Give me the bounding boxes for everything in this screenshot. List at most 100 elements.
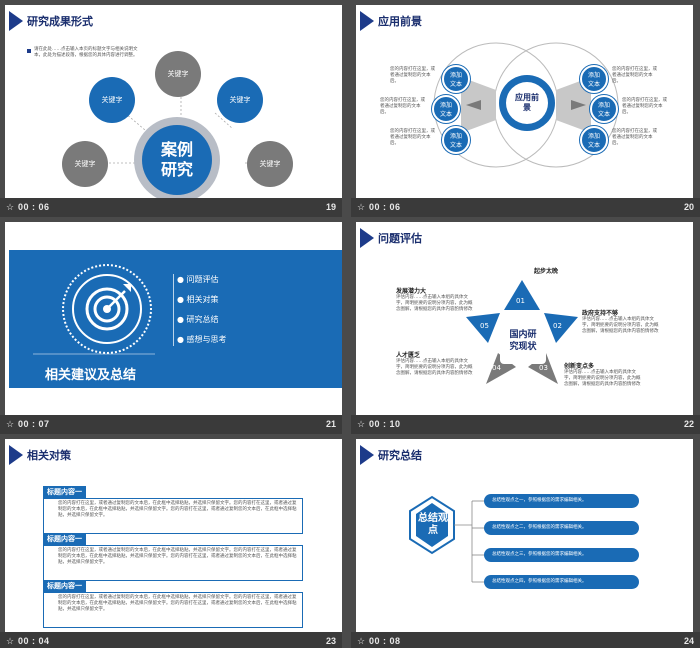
add-text-circle-6[interactable]: 添加文本 [580, 126, 608, 154]
block-3[interactable]: 标题内容一 您的内容打在这里，或者通过复制您的文本后，在此框中选择粘贴，并选择只… [43, 573, 303, 628]
desc-right-1: 您的内容打在这里，或者通过复制您的文本后。 [612, 67, 657, 84]
desc-right-2: 您的内容打在这里，或者通过复制您的文本后。 [622, 98, 667, 115]
point-desc-3: 评估内容……点击输入本组的具体文字，简明扼要的说明分项内容，此为概念图解，请根据… [564, 370, 641, 387]
point-num-2: 02 [553, 322, 562, 330]
title-triangle-icon [360, 228, 374, 248]
bullet-dot-icon: ● [177, 295, 187, 304]
block-heading: 标题内容一 [43, 580, 86, 592]
summary-item-3[interactable]: 总结性观点之三，参照根据您的需求编辑相关。 [484, 548, 639, 562]
point-num-4: 04 [492, 364, 501, 372]
block-2[interactable]: 标题内容一 您的内容打在这里，或者通过复制您的文本后，在此框中选择粘贴，并选择只… [43, 526, 303, 581]
menu-item-4[interactable]: ● 感想与思考 [177, 334, 227, 345]
add-text-circle-3[interactable]: 添加文本 [442, 126, 470, 154]
bullet-dot-icon: ● [177, 275, 187, 284]
block-1[interactable]: 标题内容一 您的内容打在这里，或者通过复制您的文本后，在此框中选择粘贴，并选择只… [43, 479, 303, 534]
title-triangle-icon [9, 445, 23, 465]
star-icon[interactable]: ☆ [357, 202, 366, 212]
slide-22[interactable]: 问题评估 国内研究现状 01 02 03 04 05 起步太晚 政府支持不够 评… [356, 222, 693, 415]
desc-left-1: 您的内容打在这里，或者通过复制您的文本后。 [390, 67, 435, 84]
section-title: 相关建议及总结 [45, 368, 137, 383]
keyword-circle-5[interactable]: 关键字 [247, 141, 293, 187]
add-text-circle-2[interactable]: 添加文本 [432, 95, 460, 123]
star-icon[interactable]: ☆ [357, 636, 366, 646]
point-desc-5: 评估内容……点击输入本组的具体文字，简明扼要的说明分项内容，此为概念图解，请根据… [396, 295, 473, 312]
keyword-circle-3[interactable]: 关键字 [217, 77, 263, 123]
desc-left-3: 您的内容打在这里，或者通过复制您的文本后。 [390, 129, 435, 146]
center-circle[interactable]: 案例研究 [142, 125, 212, 195]
summary-item-label: 总结性观点之二，参照根据您的需求编辑相关。 [492, 525, 587, 530]
keyword-circle-2[interactable]: 关键字 [155, 51, 201, 97]
star-icon[interactable]: ☆ [6, 202, 15, 212]
slide-timing: 00 : 06 [369, 202, 401, 212]
add-text-circle-1[interactable]: 添加文本 [442, 65, 470, 93]
slide-number: 19 [325, 202, 336, 212]
summary-item-1[interactable]: 总结性观点之一，参照根据您的需求编辑相关。 [484, 494, 639, 508]
title-triangle-icon [360, 445, 374, 465]
summary-item-label: 总结性观点之四，参照根据您的需求编辑相关。 [492, 579, 587, 584]
slide-title: 相关对策 [27, 449, 71, 462]
slide-19[interactable]: 研究成果形式 请在此处……点击输入本页的标题文字与相关说明文本，此处为描述段落，… [5, 5, 342, 198]
keyword-circle-1[interactable]: 关键字 [89, 77, 135, 123]
slide-24[interactable]: 研究总结 总结观点 总结性观点之一，参照根据您的需求编辑相关。 总结性观点之二，… [356, 439, 693, 632]
slide-19-bar[interactable]: ☆ 00 : 06 19 [0, 198, 342, 217]
target-icon [33, 284, 155, 355]
menu-item-1[interactable]: ● 问题评估 [177, 274, 219, 285]
slide-21-bar[interactable]: ☆ 00 : 07 21 [0, 415, 342, 434]
block-body: 您的内容打在这里，或者通过复制您的文本后，在此框中选择粘贴，并选择只保留文字。您… [43, 498, 303, 534]
overlap-circles [433, 42, 619, 168]
target-circle [72, 274, 142, 344]
point-num-5: 05 [480, 322, 489, 330]
star-icon[interactable]: ☆ [357, 419, 366, 429]
slide-23[interactable]: 相关对策 标题内容一 您的内容打在这里，或者通过复制您的文本后，在此框中选择粘贴… [5, 439, 342, 632]
star-icon[interactable]: ☆ [6, 419, 15, 429]
summary-item-label: 总结性观点之三，参照根据您的需求编辑相关。 [492, 552, 587, 557]
summary-item-2[interactable]: 总结性观点之二，参照根据您的需求编辑相关。 [484, 521, 639, 535]
connector-bracket [409, 495, 484, 583]
star-icon[interactable]: ☆ [6, 636, 15, 646]
point-label-5: 发展潜力大 [396, 288, 427, 295]
menu-item-3[interactable]: ● 研究总结 [177, 314, 219, 325]
point-desc-2: 评估内容……点击输入本组的具体文字，简明扼要的说明分项内容，此为概念图解，请根据… [582, 317, 659, 334]
point-desc-4: 评估内容……点击输入本组的具体文字，简明扼要的说明分项内容，此为概念图解，请根据… [396, 359, 473, 376]
slide-number: 21 [325, 419, 336, 429]
slide-title: 问题评估 [378, 232, 422, 245]
add-text-circle-5[interactable]: 添加文本 [590, 95, 618, 123]
desc-left-2: 您的内容打在这里，或者通过复制您的文本后。 [380, 98, 425, 115]
center-pentagon[interactable]: 国内研究现状 [500, 318, 546, 364]
menu-item-label: 研究总结 [186, 315, 219, 324]
slide-23-bar[interactable]: ☆ 00 : 04 23 [0, 632, 342, 648]
point-num-1: 01 [516, 297, 525, 305]
menu-item-label: 相关对策 [186, 295, 219, 304]
slide-number: 20 [683, 202, 694, 212]
point-label-4: 人才匮乏 [396, 352, 421, 359]
bullet-dot-icon: ● [177, 335, 187, 344]
slide-timing: 00 : 07 [18, 419, 50, 429]
slide-timing: 00 : 08 [369, 636, 401, 646]
title-triangle-icon [360, 11, 374, 31]
title-triangle-icon [9, 11, 23, 31]
menu-item-2[interactable]: ● 相关对策 [177, 294, 219, 305]
summary-item-4[interactable]: 总结性观点之四，参照根据您的需求编辑相关。 [484, 575, 639, 589]
slide-22-bar[interactable]: ☆ 00 : 10 22 [351, 415, 700, 434]
slide-timing: 00 : 04 [18, 636, 50, 646]
menu-item-label: 问题评估 [186, 275, 219, 284]
star-diagram [466, 280, 578, 384]
menu-divider [173, 274, 174, 346]
slide-title: 研究成果形式 [27, 15, 93, 28]
slide-21[interactable]: ● 问题评估 ● 相关对策 ● 研究总结 ● 感想与思考 相关建议及总结 [5, 222, 342, 415]
slide-20[interactable]: 应用前景 应用前景 添加文本 添加文本 添加文本 添加文本 添加文本 添加文本 … [356, 5, 693, 198]
slide-number: 23 [325, 636, 336, 646]
block-heading: 标题内容一 [43, 486, 86, 498]
bullet-dot-icon: ● [177, 315, 187, 324]
center-circle[interactable]: 应用前景 [506, 82, 548, 124]
summary-hex-label[interactable]: 总结观点 [418, 513, 448, 536]
block-body: 您的内容打在这里，或者通过复制您的文本后，在此框中选择粘贴，并选择只保留文字。您… [43, 592, 303, 628]
slide-number: 22 [683, 419, 694, 429]
slide-24-bar[interactable]: ☆ 00 : 08 24 [351, 632, 700, 648]
slide-20-bar[interactable]: ☆ 00 : 06 20 [351, 198, 700, 217]
block-body: 您的内容打在这里，或者通过复制您的文本后，在此框中选择粘贴，并选择只保留文字。您… [43, 545, 303, 581]
add-text-circle-4[interactable]: 添加文本 [580, 65, 608, 93]
slide-number: 24 [683, 636, 694, 646]
slide-timing: 00 : 10 [369, 419, 401, 429]
keyword-circle-4[interactable]: 关键字 [62, 141, 108, 187]
